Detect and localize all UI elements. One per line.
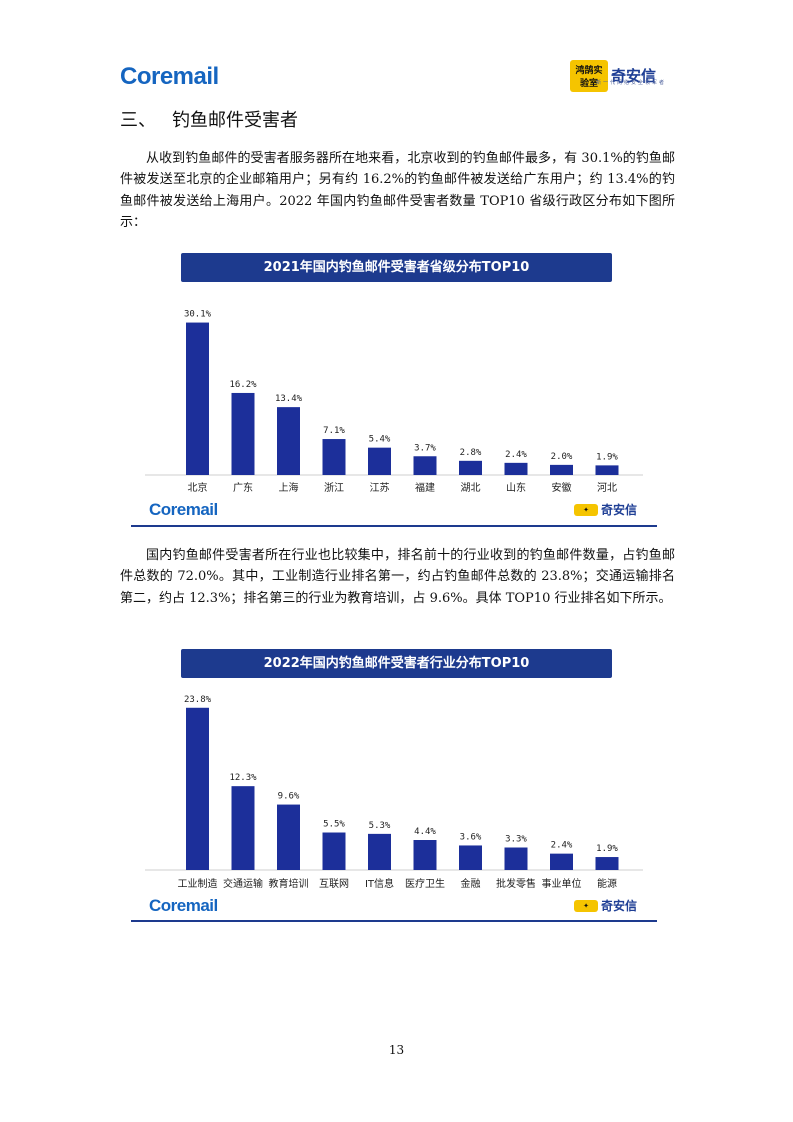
data-label-6: 4.4%	[414, 827, 436, 837]
section-heading: 三、 钓鱼邮件受害者	[120, 106, 298, 132]
data-label-7: 2.8%	[460, 448, 482, 458]
qianxin-name: 奇安信	[611, 67, 657, 85]
category-label-1: 工业制造	[178, 877, 218, 890]
data-label-2: 12.3%	[229, 773, 257, 783]
category-label-4: 互联网	[319, 878, 349, 890]
qianxin-badge: 鸿鹄实验室	[570, 60, 608, 92]
chart-footer-rule	[131, 920, 657, 922]
data-label-1: 30.1%	[184, 310, 212, 320]
data-label-1: 23.8%	[184, 695, 212, 705]
category-label-9: 安徽	[552, 481, 572, 494]
data-label-8: 2.4%	[505, 450, 527, 460]
section-title: 钓鱼邮件受害者	[172, 110, 298, 131]
category-label-8: 批发零售	[496, 877, 536, 890]
data-label-3: 13.4%	[275, 394, 303, 404]
bar-chart-provinces: 30.1% 北京 16.2% 广东 13.4% 上海 7.1% 浙江 5.4% 江苏 3.7% 福建 2…	[145, 310, 643, 494]
qianxin-logo: 鸿鹄实验室 奇安信	[570, 60, 656, 92]
bar-4	[322, 832, 346, 870]
bar-2	[231, 786, 255, 870]
data-label-9: 2.0%	[551, 452, 573, 462]
category-label-5: IT信息	[365, 877, 394, 890]
category-label-2: 广东	[233, 481, 253, 494]
bar-2	[231, 392, 255, 475]
chart-footer-qianxin-badge: ✦	[574, 503, 598, 516]
bar-1	[186, 322, 209, 475]
section-number: 三、	[120, 110, 156, 131]
bar-5	[368, 447, 391, 475]
bar-10	[595, 857, 619, 870]
data-label-4: 5.5%	[323, 820, 345, 830]
data-label-6: 3.7%	[414, 443, 436, 453]
chart-footer-coremail-logo: Coremail	[149, 896, 218, 915]
data-label-8: 3.3%	[505, 835, 527, 845]
chart-title: 2021年国内钓鱼邮件受害者省级分布TOP10	[181, 253, 612, 282]
bar-8	[504, 847, 528, 870]
data-label-4: 7.1%	[323, 426, 345, 436]
bar-6	[413, 456, 437, 475]
bar-7	[459, 460, 482, 475]
bar-chart-industries: 23.8% 工业制造 12.3% 交通运输 9.6% 教育培训 5.5% 互联网 5.3% IT信…	[145, 695, 643, 890]
chart-industries: 2022年国内钓鱼邮件受害者行业分布TOP10 23.8% 工业制造 12.3% 交通…	[131, 638, 657, 928]
paragraph-provinces: 从收到钓鱼邮件的受害者服务器所在地来看，北京收到的钓鱼邮件最多，有 30.1%的…	[120, 151, 675, 230]
bar-6	[413, 840, 437, 870]
chart-footer-coremail-logo: Coremail	[149, 500, 218, 519]
category-label-2: 交通运输	[223, 877, 263, 890]
category-label-4: 浙江	[324, 482, 344, 494]
data-label-2: 16.2%	[229, 380, 257, 390]
chart-provinces: 2021年国内钓鱼邮件受害者省级分布TOP10 30.1% 北京 16.2% 广东 13…	[131, 243, 657, 531]
data-label-3: 9.6%	[278, 792, 300, 802]
data-label-5: 5.4%	[369, 435, 391, 445]
bar-9	[550, 853, 573, 870]
chart-footer-qianxin-name: 奇安信	[601, 899, 638, 913]
category-label-3: 教育培训	[269, 877, 309, 890]
category-label-8: 山东	[506, 481, 526, 494]
data-label-5: 5.3%	[369, 821, 391, 831]
data-label-10: 1.9%	[596, 452, 618, 462]
data-label-7: 3.6%	[460, 832, 482, 842]
bar-9	[550, 464, 573, 475]
category-label-7: 湖北	[461, 482, 481, 494]
chart-footer-rule	[131, 525, 657, 527]
category-label-6: 医疗卫生	[405, 877, 445, 890]
bar-3	[277, 804, 300, 870]
bar-5	[368, 833, 391, 870]
coremail-logo: Coremail	[120, 63, 219, 90]
bar-7	[459, 845, 482, 870]
bar-8	[504, 462, 528, 475]
chart-footer-qianxin-name: 奇安信	[601, 503, 638, 517]
category-label-6: 福建	[415, 481, 435, 494]
category-label-1: 北京	[188, 481, 208, 494]
qianxin-tagline: 新一代网络安全领军者	[596, 80, 667, 86]
bar-1	[186, 707, 209, 870]
category-label-5: 江苏	[370, 481, 390, 494]
category-label-10: 河北	[597, 482, 617, 494]
category-label-9: 事业单位	[542, 877, 582, 890]
category-label-10: 能源	[597, 877, 617, 890]
paragraph-industries: 国内钓鱼邮件受害者所在行业也比较集中，排名前十的行业收到的钓鱼邮件数量，占钓鱼邮…	[120, 548, 675, 606]
bar-4	[322, 439, 346, 475]
bar-10	[595, 465, 619, 475]
chart-footer-qianxin-badge: ✦	[574, 899, 598, 912]
category-label-3: 上海	[279, 481, 299, 494]
chart-title: 2022年国内钓鱼邮件受害者行业分布TOP10	[181, 649, 612, 678]
chart-footer-qianxin-logo: ✦ 奇安信	[574, 897, 637, 914]
data-label-9: 2.4%	[551, 841, 573, 851]
data-label-10: 1.9%	[596, 844, 618, 854]
chart-footer-qianxin-logo: ✦ 奇安信	[574, 501, 637, 518]
category-label-7: 金融	[461, 877, 481, 890]
bar-3	[277, 407, 300, 475]
page-number: 13	[388, 1043, 405, 1057]
